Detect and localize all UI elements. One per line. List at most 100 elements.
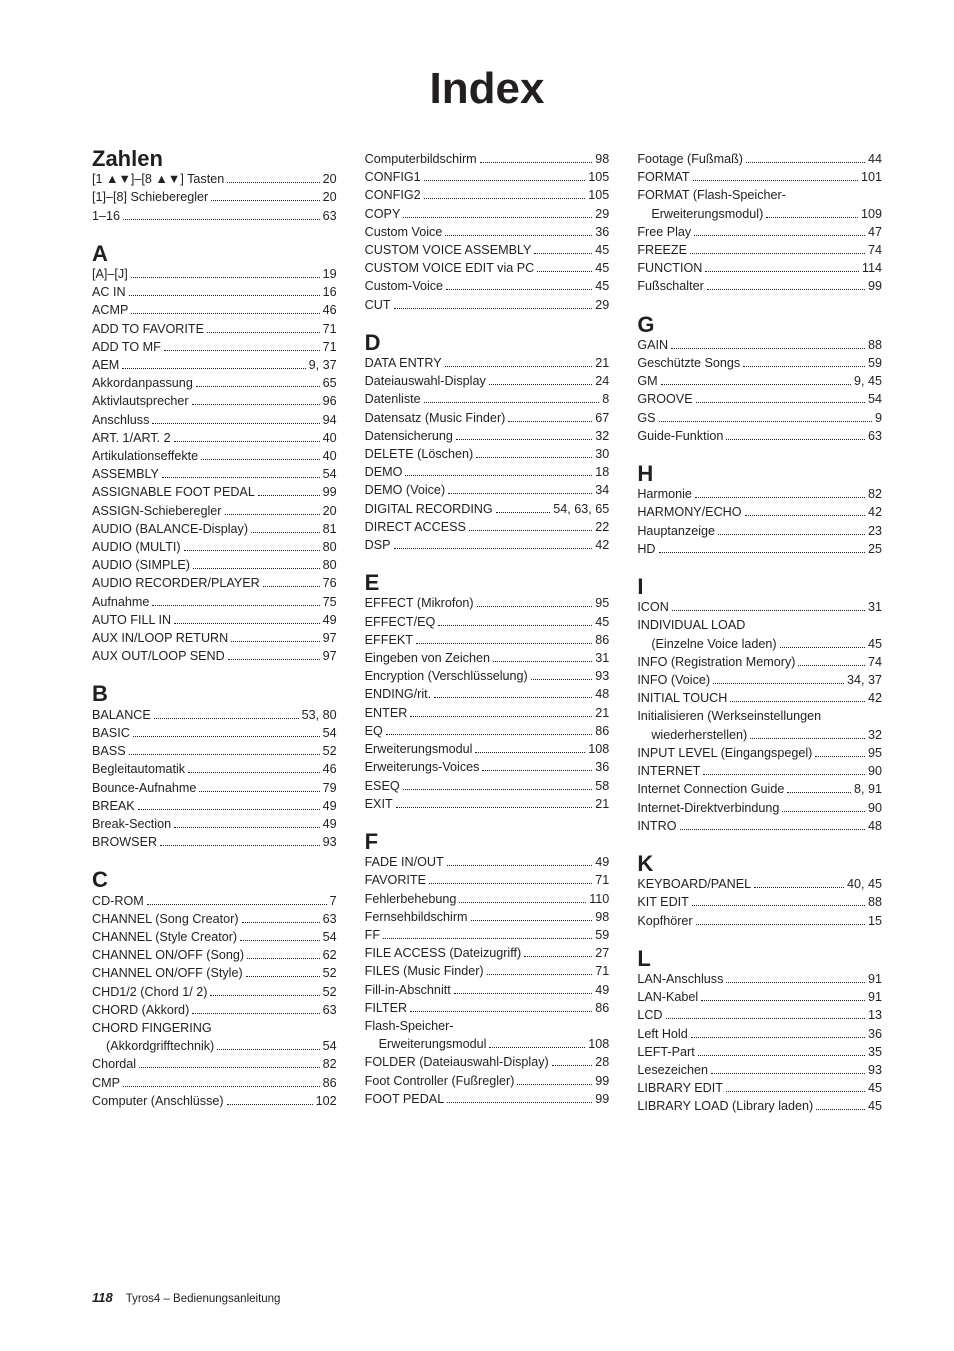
- leader-dots: [199, 791, 319, 792]
- index-entry-page: 108: [588, 740, 609, 758]
- index-entry: DELETE (Löschen)30: [365, 445, 610, 463]
- index-entry-label: CHANNEL (Style Creator): [92, 928, 237, 946]
- leader-dots: [251, 532, 320, 533]
- index-entry: EFFECT (Mikrofon)95: [365, 594, 610, 612]
- index-entry: AUX OUT/LOOP SEND97: [92, 647, 337, 665]
- index-entry-label: BALANCE: [92, 706, 151, 724]
- index-entry: Computer (Anschlüsse)102: [92, 1092, 337, 1110]
- index-entry-label: GAIN: [637, 336, 668, 354]
- index-entry: DIGITAL RECORDING54, 63, 65: [365, 500, 610, 518]
- index-entry-page: 90: [868, 762, 882, 780]
- index-entry: CUSTOM VOICE ASSEMBLY45: [365, 241, 610, 259]
- index-entry-page: 19: [323, 265, 337, 283]
- index-entry: Hauptanzeige23: [637, 522, 882, 540]
- leader-dots: [394, 548, 593, 549]
- index-entry: EFFECT/EQ45: [365, 613, 610, 631]
- index-entry: CHANNEL (Style Creator) 54: [92, 928, 337, 946]
- index-entry: FREEZE74: [637, 241, 882, 259]
- index-entry-page: 21: [595, 354, 609, 372]
- index-entry-page: 52: [323, 742, 337, 760]
- index-entry-page: 54: [323, 928, 337, 946]
- index-entry: HARMONY/ECHO42: [637, 503, 882, 521]
- index-entry-page: 93: [868, 1061, 882, 1079]
- leader-dots: [659, 421, 872, 422]
- leader-dots: [123, 219, 320, 220]
- leader-dots: [671, 348, 865, 349]
- index-entry: Lesezeichen93: [637, 1061, 882, 1079]
- leader-dots: [448, 493, 592, 494]
- leader-dots: [225, 514, 320, 515]
- index-entry-page: 25: [868, 540, 882, 558]
- index-entry-label: CD-ROM: [92, 892, 144, 910]
- leader-dots: [476, 457, 592, 458]
- index-entry-page: 96: [323, 392, 337, 410]
- index-entry-page: 54: [323, 724, 337, 742]
- index-entry-page: 49: [595, 853, 609, 871]
- leader-dots: [475, 752, 585, 753]
- index-entry-label: CMP: [92, 1074, 120, 1092]
- index-entry-label: Aufnahme: [92, 593, 149, 611]
- index-section-head: B: [92, 685, 337, 703]
- leader-dots: [695, 497, 865, 498]
- index-entry-page: 29: [595, 296, 609, 314]
- index-entry: Harmonie82: [637, 485, 882, 503]
- index-entry-page: 109: [861, 205, 882, 223]
- leader-dots: [692, 905, 865, 906]
- leader-dots: [696, 402, 865, 403]
- index-entry-label: Custom Voice: [365, 223, 443, 241]
- leader-dots: [787, 792, 851, 793]
- index-entry-page: 74: [868, 241, 882, 259]
- index-entry-page: 52: [323, 964, 337, 982]
- index-entry-page: 34: [595, 481, 609, 499]
- index-entry-label: Eingeben von Zeichen: [365, 649, 490, 667]
- index-entry-page: 54: [868, 390, 882, 408]
- leader-dots: [188, 772, 320, 773]
- index-entry-label: Left Hold: [637, 1025, 687, 1043]
- index-entry-label: Fill-in-Abschnitt: [365, 981, 451, 999]
- leader-dots: [129, 295, 320, 296]
- leader-dots: [147, 904, 327, 905]
- index-entry-page: 31: [868, 598, 882, 616]
- index-entry: CONFIG1105: [365, 168, 610, 186]
- leader-dots: [517, 1084, 592, 1085]
- index-entry: FORMAT101: [637, 168, 882, 186]
- index-entry-page: 105: [588, 186, 609, 204]
- index-entry-label: Guide-Funktion: [637, 427, 723, 445]
- index-entry-page: 40: [323, 429, 337, 447]
- index-entry-page: 76: [323, 574, 337, 592]
- index-entry-page: 49: [323, 797, 337, 815]
- leader-dots: [403, 217, 592, 218]
- index-entry-page: 75: [323, 593, 337, 611]
- index-entry-label: FADE IN/OUT: [365, 853, 444, 871]
- footer-text: Tyros4 – Bedienungsanleitung: [126, 1293, 281, 1305]
- index-entry-label: Foot Controller (Fußregler): [365, 1072, 515, 1090]
- index-entry-page: 42: [595, 536, 609, 554]
- index-entry: Footage (Fußmaß)44: [637, 150, 882, 168]
- index-entry-label: Anschluss: [92, 411, 149, 429]
- index-entry: Fernsehbildschirm98: [365, 908, 610, 926]
- index-entry-page: 36: [595, 223, 609, 241]
- leader-dots: [661, 384, 851, 385]
- index-entry-page: 46: [323, 760, 337, 778]
- leader-dots: [162, 477, 320, 478]
- leader-dots: [482, 770, 592, 771]
- index-entry-page: 45: [595, 277, 609, 295]
- index-entry: EQ86: [365, 722, 610, 740]
- index-entry: ADD TO FAVORITE71: [92, 320, 337, 338]
- index-entry-page: 15: [868, 912, 882, 930]
- index-entry-page: 54: [323, 465, 337, 483]
- leader-dots: [196, 386, 320, 387]
- index-entry-page: 30: [595, 445, 609, 463]
- index-entry-label: Break-Section: [92, 815, 171, 833]
- index-entry-label: BREAK: [92, 797, 135, 815]
- index-entry-label: Erweiterungsmodul: [365, 740, 473, 758]
- leader-dots: [447, 865, 593, 866]
- index-entry-page: 13: [868, 1006, 882, 1024]
- leader-dots: [193, 568, 320, 569]
- index-entry: Custom-Voice45: [365, 277, 610, 295]
- index-section-head: C: [92, 871, 337, 889]
- leader-dots: [424, 198, 586, 199]
- index-entry-label: ACMP: [92, 301, 128, 319]
- leader-dots: [743, 366, 865, 367]
- leader-dots: [242, 922, 320, 923]
